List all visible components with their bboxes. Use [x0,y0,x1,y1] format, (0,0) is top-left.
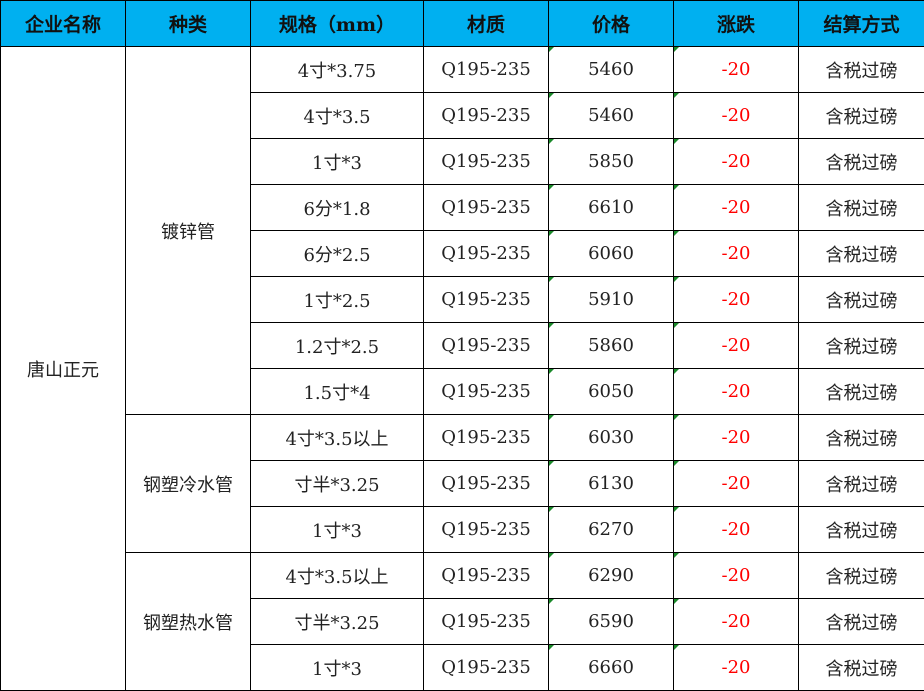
settlement-cell: 含税过磅 [798,368,924,415]
spec-cell: 4寸*3.5以上 [250,414,424,461]
change-cell: -20 [673,552,799,599]
material-cell: Q195-235 [423,552,549,599]
change-cell: -20 [673,460,799,507]
spec-cell: 1.2寸*2.5 [250,322,424,369]
table-row: 4寸*3.5 Q195-235 5460 -20 含税过磅 [1,92,924,139]
table-row: 6分*2.5 Q195-235 6060 -20 含税过磅 [1,230,924,277]
spec-cell: 6分*2.5 [250,230,424,277]
header-spec: 规格（mm） [250,0,424,47]
table-row: 6分*1.8 Q195-235 6610 -20 含税过磅 [1,184,924,231]
price-cell: 6030 [548,414,674,461]
material-cell: Q195-235 [423,460,549,507]
table-row: 唐山正元 镀锌管 4寸*3.75 Q195-235 5460 -20 含税过磅 [0,46,924,691]
spec-cell: 1寸*2.5 [250,276,424,323]
header-company: 企业名称 [0,0,126,47]
header-settlement: 结算方式 [798,0,924,47]
price-cell: 6050 [548,368,674,415]
change-cell: -20 [673,644,799,691]
table-row: 钢塑冷水管 4寸*3.5以上 Q195-235 6030 -20 含税过磅 [1,414,924,553]
material-cell: Q195-235 [423,414,549,461]
settlement-cell: 含税过磅 [798,184,924,231]
material-cell: Q195-235 [423,276,549,323]
material-cell: Q195-235 [423,184,549,231]
header-row: 企业名称 种类 规格（mm） 材质 价格 涨跌 结算方式 [0,0,924,47]
table-row: 钢塑热水管 4寸*3.5以上 Q195-235 6290 -20 含税过磅 [1,552,924,691]
spec-cell: 1寸*3 [250,138,424,185]
settlement-cell: 含税过磅 [798,460,924,507]
spec-cell: 1.5寸*4 [250,368,424,415]
price-cell: 6590 [548,598,674,645]
price-cell: 5460 [548,46,674,93]
material-cell: Q195-235 [423,368,549,415]
change-cell: -20 [673,92,799,139]
table-row: 1.5寸*4 Q195-235 6050 -20 含税过磅 [1,368,924,415]
price-cell: 6130 [548,460,674,507]
material-cell: Q195-235 [423,644,549,691]
type-cell: 镀锌管 [125,46,251,415]
table-row: 1寸*2.5 Q195-235 5910 -20 含税过磅 [1,276,924,323]
price-cell: 6270 [548,506,674,553]
settlement-cell: 含税过磅 [798,138,924,185]
change-cell: -20 [673,138,799,185]
material-cell: Q195-235 [423,322,549,369]
type-cell: 钢塑冷水管 [125,414,251,553]
table-row: 1寸*3 Q195-235 6270 -20 含税过磅 [1,506,924,553]
change-cell: -20 [673,414,799,461]
table-row: 1寸*3 Q195-235 6660 -20 含税过磅 [1,644,924,691]
change-cell: -20 [673,276,799,323]
settlement-cell: 含税过磅 [798,598,924,645]
price-cell: 6660 [548,644,674,691]
settlement-cell: 含税过磅 [798,552,924,599]
spec-cell: 1寸*3 [250,506,424,553]
material-cell: Q195-235 [423,230,549,277]
header-price: 价格 [548,0,674,47]
spec-cell: 4寸*3.75 [250,46,424,93]
price-cell: 5910 [548,276,674,323]
change-cell: -20 [673,322,799,369]
table-row: 1寸*3 Q195-235 5850 -20 含税过磅 [1,138,924,185]
price-cell: 6060 [548,230,674,277]
settlement-cell: 含税过磅 [798,46,924,93]
settlement-cell: 含税过磅 [798,230,924,277]
change-cell: -20 [673,46,799,93]
change-cell: -20 [673,184,799,231]
spec-cell: 4寸*3.5 [250,92,424,139]
settlement-cell: 含税过磅 [798,414,924,461]
material-cell: Q195-235 [423,506,549,553]
change-cell: -20 [673,506,799,553]
spec-cell: 寸半*3.25 [250,598,424,645]
spec-cell: 寸半*3.25 [250,460,424,507]
header-type: 种类 [125,0,251,47]
change-cell: -20 [673,598,799,645]
price-cell: 5850 [548,138,674,185]
settlement-cell: 含税过磅 [798,276,924,323]
price-cell: 5860 [548,322,674,369]
settlement-cell: 含税过磅 [798,644,924,691]
spec-cell: 6分*1.8 [250,184,424,231]
table-row: 1.2寸*2.5 Q195-235 5860 -20 含税过磅 [1,322,924,369]
price-cell: 6610 [548,184,674,231]
header-material: 材质 [423,0,549,47]
company-cell: 唐山正元 [0,46,126,691]
table-row: 寸半*3.25 Q195-235 6590 -20 含税过磅 [1,598,924,645]
header-change: 涨跌 [673,0,799,47]
change-cell: -20 [673,368,799,415]
type-cell: 钢塑热水管 [125,552,251,691]
material-cell: Q195-235 [423,138,549,185]
settlement-cell: 含税过磅 [798,322,924,369]
price-cell: 5460 [548,92,674,139]
settlement-cell: 含税过磅 [798,92,924,139]
price-cell: 6290 [548,552,674,599]
table-row: 寸半*3.25 Q195-235 6130 -20 含税过磅 [1,460,924,507]
spec-cell: 4寸*3.5以上 [250,552,424,599]
change-cell: -20 [673,230,799,277]
material-cell: Q195-235 [423,598,549,645]
spec-cell: 1寸*3 [250,644,424,691]
material-cell: Q195-235 [423,46,549,93]
settlement-cell: 含税过磅 [798,506,924,553]
material-cell: Q195-235 [423,92,549,139]
